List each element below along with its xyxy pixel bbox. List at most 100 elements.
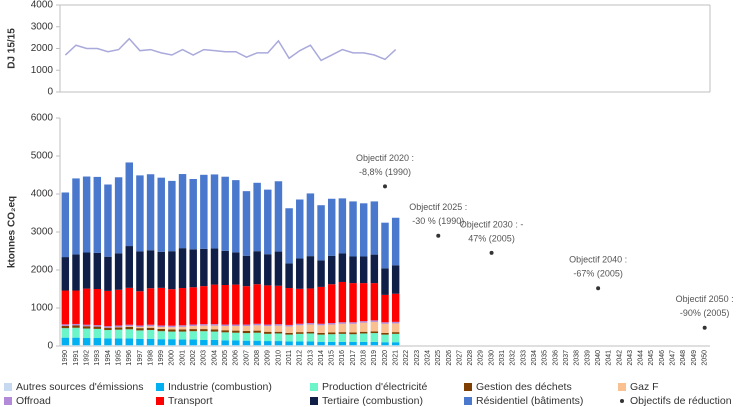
bar-segment	[210, 284, 219, 325]
y-tick-label: 3000	[31, 227, 54, 238]
bar-segment	[370, 321, 379, 332]
bar-segment	[370, 254, 379, 284]
bar-segment	[349, 201, 357, 257]
bar-segment	[381, 345, 389, 346]
y-tick-label: 6000	[31, 113, 54, 124]
bar-segment	[253, 251, 261, 285]
bar-segment	[221, 324, 229, 327]
bar-segment	[338, 345, 347, 346]
bar-segment	[253, 330, 261, 333]
x-tick-label: 2003	[201, 350, 208, 366]
bar-segment	[136, 175, 144, 252]
bar-segment	[82, 345, 91, 346]
bar-segment	[306, 256, 315, 289]
bar-segment	[296, 332, 304, 334]
x-tick-label: 2012	[297, 350, 304, 366]
x-tick-label: 1999	[158, 350, 165, 366]
bar-segment	[317, 323, 325, 326]
x-tick-label: 2020	[382, 350, 389, 366]
bar-segment	[125, 338, 133, 346]
bar-segment	[61, 324, 70, 326]
bar-segment	[242, 333, 251, 341]
bar-segment	[221, 285, 229, 325]
bar-segment	[146, 330, 155, 339]
bar-segment	[232, 345, 240, 346]
bar-segment	[338, 333, 347, 342]
bar-segment	[264, 331, 272, 334]
bar-segment	[104, 184, 112, 257]
bar-segment	[317, 332, 325, 335]
bar-segment	[210, 174, 219, 249]
objective-annotation: -8,8% (1990)	[359, 167, 411, 177]
bar-segment	[327, 323, 336, 325]
x-tick-label: 2006	[233, 350, 240, 366]
bar-segment	[210, 325, 219, 330]
bar-segment	[200, 325, 208, 330]
bar-segment	[274, 181, 283, 252]
bar-segment	[285, 332, 293, 335]
bar-segment	[317, 341, 325, 346]
bar-segment	[391, 332, 400, 334]
bar-segment	[200, 345, 208, 346]
x-tick-label: 1991	[73, 350, 80, 366]
bar-segment	[189, 331, 197, 340]
bar-segment	[61, 337, 70, 346]
bar-segment	[264, 254, 272, 286]
bar-segment	[125, 329, 133, 339]
bar-segment	[242, 345, 251, 346]
bar-segment	[359, 203, 368, 257]
bar-segment	[189, 345, 197, 346]
bar-segment	[125, 345, 133, 346]
bar-segment	[359, 256, 368, 284]
bar-segment	[200, 329, 208, 332]
bar-segment	[381, 322, 389, 324]
bar-segment	[221, 326, 229, 331]
x-tick-label: 2013	[307, 350, 314, 366]
legend-swatch	[156, 383, 164, 391]
bar-segment	[72, 178, 80, 255]
bar-segment	[338, 198, 347, 254]
bar-segment	[210, 329, 219, 332]
x-tick-label: 2009	[265, 350, 272, 366]
bar-segment	[72, 323, 80, 326]
bar-segment	[114, 289, 123, 326]
bar-segment	[232, 180, 240, 253]
y-tick-label: 4000	[31, 0, 54, 11]
bar-segment	[274, 285, 283, 325]
bar-segment	[253, 323, 261, 326]
bar-segment	[93, 328, 102, 339]
bar-segment	[232, 324, 240, 327]
bar-segment	[349, 345, 357, 346]
legend-swatch	[4, 397, 12, 405]
bar-segment	[93, 252, 102, 289]
bar-segment	[370, 201, 379, 255]
bar-segment	[327, 284, 336, 324]
y-tick-label: 2000	[31, 43, 54, 54]
bar-segment	[253, 182, 261, 252]
bar-segment	[317, 260, 325, 287]
legend-swatch	[310, 397, 318, 405]
bar-segment	[104, 330, 112, 339]
bar-segment	[349, 334, 357, 342]
bar-segment	[274, 331, 283, 334]
bar-segment	[136, 338, 144, 346]
bar-segment	[370, 341, 379, 346]
bar-segment	[381, 222, 389, 269]
bar-segment	[168, 289, 176, 326]
x-tick-label: 2026	[446, 350, 453, 366]
legend-swatch	[464, 397, 472, 405]
x-tick-label: 2018	[361, 350, 368, 366]
bar-segment	[370, 320, 379, 322]
bar-segment	[168, 180, 176, 252]
bar-segment	[296, 258, 304, 289]
bar-segment	[349, 322, 357, 324]
legend-swatch	[156, 397, 164, 405]
bar-segment	[296, 323, 304, 326]
objective-annotation: Objectif 2025 :	[409, 202, 467, 212]
y-tick-label: 0	[47, 87, 53, 98]
bar-segment	[264, 345, 272, 346]
bar-segment	[381, 332, 389, 335]
bar-segment	[274, 345, 283, 346]
objective-annotation: 47% (2005)	[468, 233, 515, 243]
